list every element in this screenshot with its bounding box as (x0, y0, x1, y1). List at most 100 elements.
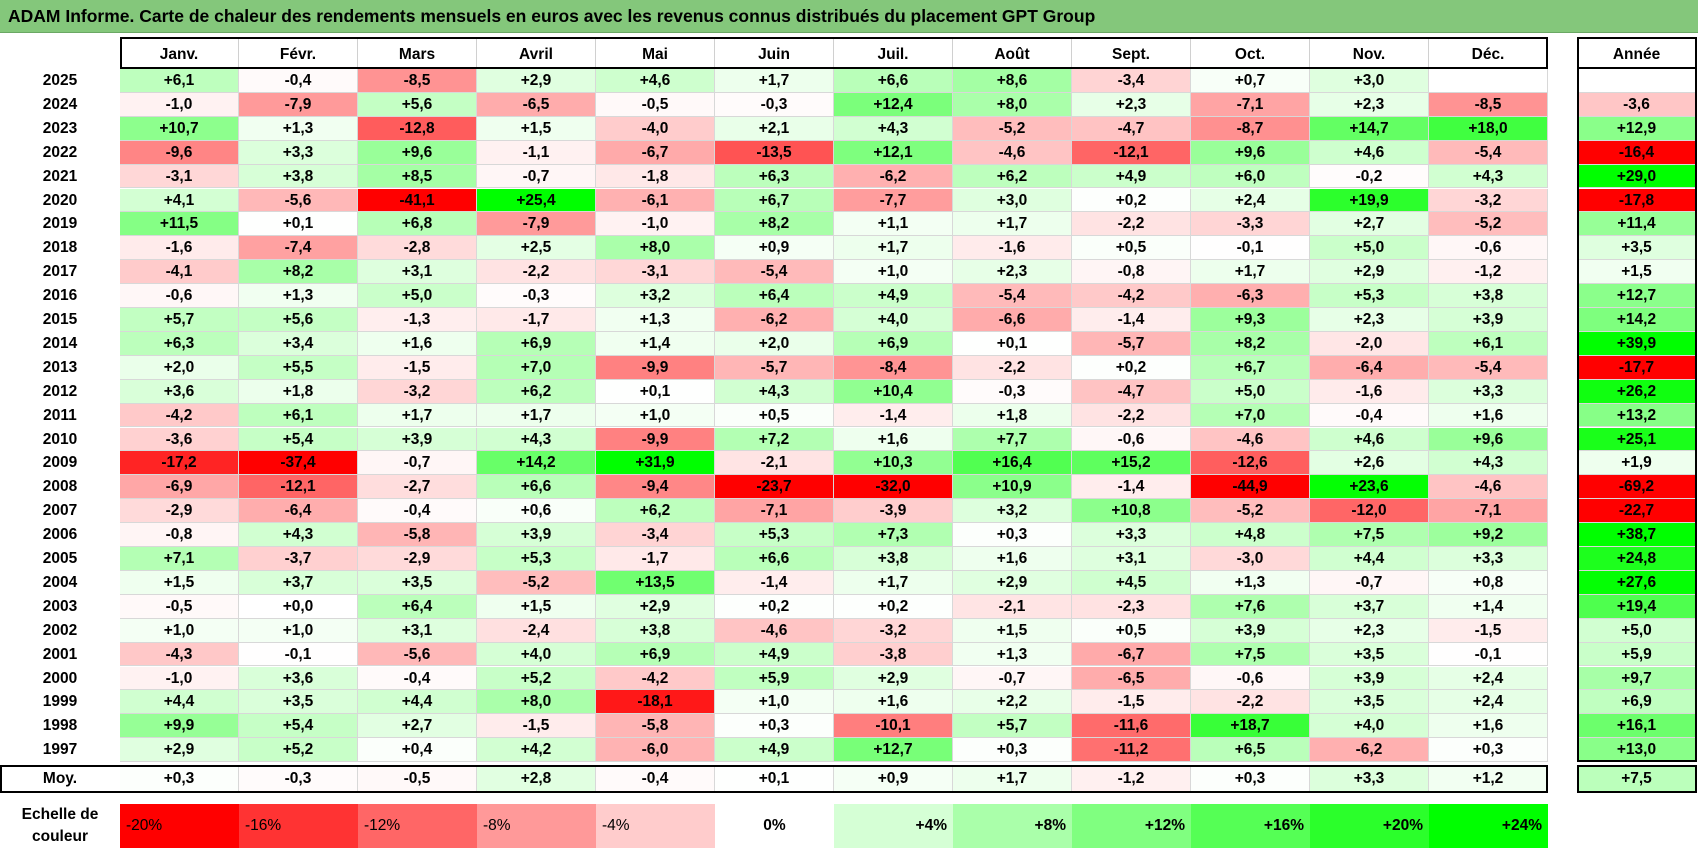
annual-cell: +12,7 (1577, 284, 1697, 308)
heatmap-cell: +6,1 (1429, 331, 1548, 356)
heatmap-cell: -11,2 (1072, 738, 1191, 763)
annual-cell: +39,9 (1577, 331, 1697, 356)
heatmap-cell: +6,3 (120, 331, 239, 356)
heatmap-cell: -1,8 (596, 164, 715, 189)
heatmap-cell: -0,8 (120, 523, 239, 547)
heatmap-cell: +6,1 (120, 69, 239, 93)
heatmap-cell: +0,3 (953, 738, 1072, 763)
heatmap-cell: +3,8 (1429, 284, 1548, 308)
average-label: Moy. (42, 770, 78, 788)
scale-swatch: -12% (358, 804, 477, 848)
annual-cell: +1,9 (1577, 451, 1697, 476)
heatmap-cell: -0,7 (953, 666, 1072, 691)
heatmap-cell: +1,7 (715, 69, 834, 93)
annual-cell: +25,1 (1577, 427, 1697, 452)
heatmap-cell: +6,9 (477, 331, 596, 356)
scale-swatch: +12% (1072, 804, 1191, 848)
heatmap-cell: -5,6 (358, 642, 477, 667)
heatmap-cell: +6,8 (358, 212, 477, 237)
heatmap-cell: -18,1 (596, 690, 715, 715)
heatmap-cell: -1,0 (596, 212, 715, 237)
scale-swatch: -4% (596, 804, 715, 848)
heatmap-cell: +19,9 (1310, 188, 1429, 213)
heatmap-cell: -3,6 (120, 427, 239, 452)
scale-label-line1: Echelle de (21, 806, 99, 824)
heatmap-cell: +3,3 (1072, 523, 1191, 547)
heatmap-cell: +1,7 (477, 403, 596, 428)
heatmap-cell: -4,6 (1191, 427, 1310, 452)
heatmap-cell: +2,4 (1429, 666, 1548, 691)
year-label: 2004 (42, 573, 78, 591)
heatmap-cell: +6,9 (596, 642, 715, 667)
heatmap-cell: +7,7 (953, 427, 1072, 452)
heatmap-cell: +5,9 (715, 666, 834, 691)
year-label: 2024 (42, 95, 78, 113)
heatmap-cell (1429, 69, 1548, 93)
heatmap-cell: +4,0 (834, 308, 953, 332)
heatmap-cell: +4,0 (1310, 714, 1429, 739)
heatmap-cell: +1,0 (120, 618, 239, 643)
average-cell: -0,5 (358, 766, 477, 793)
heatmap-cell: +3,5 (358, 570, 477, 595)
heatmap-cell: +9,6 (1191, 140, 1310, 165)
heatmap-cell: +18,7 (1191, 714, 1310, 739)
heatmap-cell: -0,1 (1429, 642, 1548, 667)
heatmap-cell: +5,5 (239, 355, 358, 380)
heatmap-cell: -4,7 (1072, 379, 1191, 404)
heatmap-cell: -3,4 (1072, 69, 1191, 93)
heatmap-cell: +2,2 (953, 690, 1072, 715)
heatmap-cell: +8,2 (1191, 331, 1310, 356)
year-label: 2021 (42, 167, 78, 185)
heatmap-cell: -0,6 (1072, 427, 1191, 452)
heatmap-cell: -9,9 (596, 355, 715, 380)
heatmap-cell: +3,9 (358, 427, 477, 452)
heatmap-cell: -2,2 (1191, 690, 1310, 715)
average-annual-cell: +7,5 (1577, 766, 1697, 793)
annual-cell: +13,2 (1577, 403, 1697, 428)
heatmap-cell: +0,1 (239, 212, 358, 237)
heatmap-cell: +10,4 (834, 379, 953, 404)
heatmap-cell: +7,0 (1191, 403, 1310, 428)
heatmap-cell: +4,3 (1429, 164, 1548, 189)
heatmap-cell: -0,7 (477, 164, 596, 189)
heatmap-cell: +3,9 (1429, 308, 1548, 332)
heatmap-cell: +1,6 (834, 427, 953, 452)
heatmap-cell: +1,5 (477, 594, 596, 619)
heatmap-cell: +5,0 (1191, 379, 1310, 404)
heatmap-cell: +3,3 (1429, 379, 1548, 404)
annual-cell: +5,9 (1577, 642, 1697, 667)
year-label: 2001 (42, 645, 78, 663)
heatmap-cell: +5,3 (1310, 284, 1429, 308)
heatmap-cell: +10,7 (120, 116, 239, 141)
month-header: Août (953, 37, 1072, 69)
heatmap-cell: -3,2 (1429, 188, 1548, 213)
heatmap-cell: -7,4 (239, 236, 358, 261)
heatmap-cell: +6,6 (715, 547, 834, 571)
heatmap-cell: -4,2 (120, 403, 239, 428)
heatmap-cell: -3,2 (834, 618, 953, 643)
annual-cell: -69,2 (1577, 475, 1697, 500)
heatmap-cell: -0,8 (1072, 260, 1191, 285)
heatmap-cell: -41,1 (358, 188, 477, 213)
scale-swatch: 0% (715, 804, 834, 848)
heatmap-cell: +9,9 (120, 714, 239, 739)
heatmap-cell: +6,7 (715, 188, 834, 213)
heatmap-cell: +3,1 (1072, 547, 1191, 571)
heatmap-cell: -7,1 (715, 499, 834, 524)
heatmap-cell: +2,9 (834, 666, 953, 691)
heatmap-cell: +6,6 (834, 69, 953, 93)
heatmap-cell: -0,6 (1191, 666, 1310, 691)
year-label: 2016 (42, 287, 78, 305)
heatmap-cell: +4,9 (834, 284, 953, 308)
heatmap-cell: -1,0 (120, 92, 239, 117)
heatmap-cell: +3,8 (834, 547, 953, 571)
heatmap-cell: +3,9 (1310, 666, 1429, 691)
heatmap-cell: +4,9 (1072, 164, 1191, 189)
year-label: 2000 (42, 669, 78, 687)
scale-label-line2: couleur (32, 828, 88, 846)
heatmap-cell: -6,0 (596, 738, 715, 763)
heatmap-cell: -5,7 (715, 355, 834, 380)
heatmap-cell: -0,6 (120, 284, 239, 308)
heatmap-cell: +5,6 (358, 92, 477, 117)
average-cell: -0,4 (596, 766, 715, 793)
